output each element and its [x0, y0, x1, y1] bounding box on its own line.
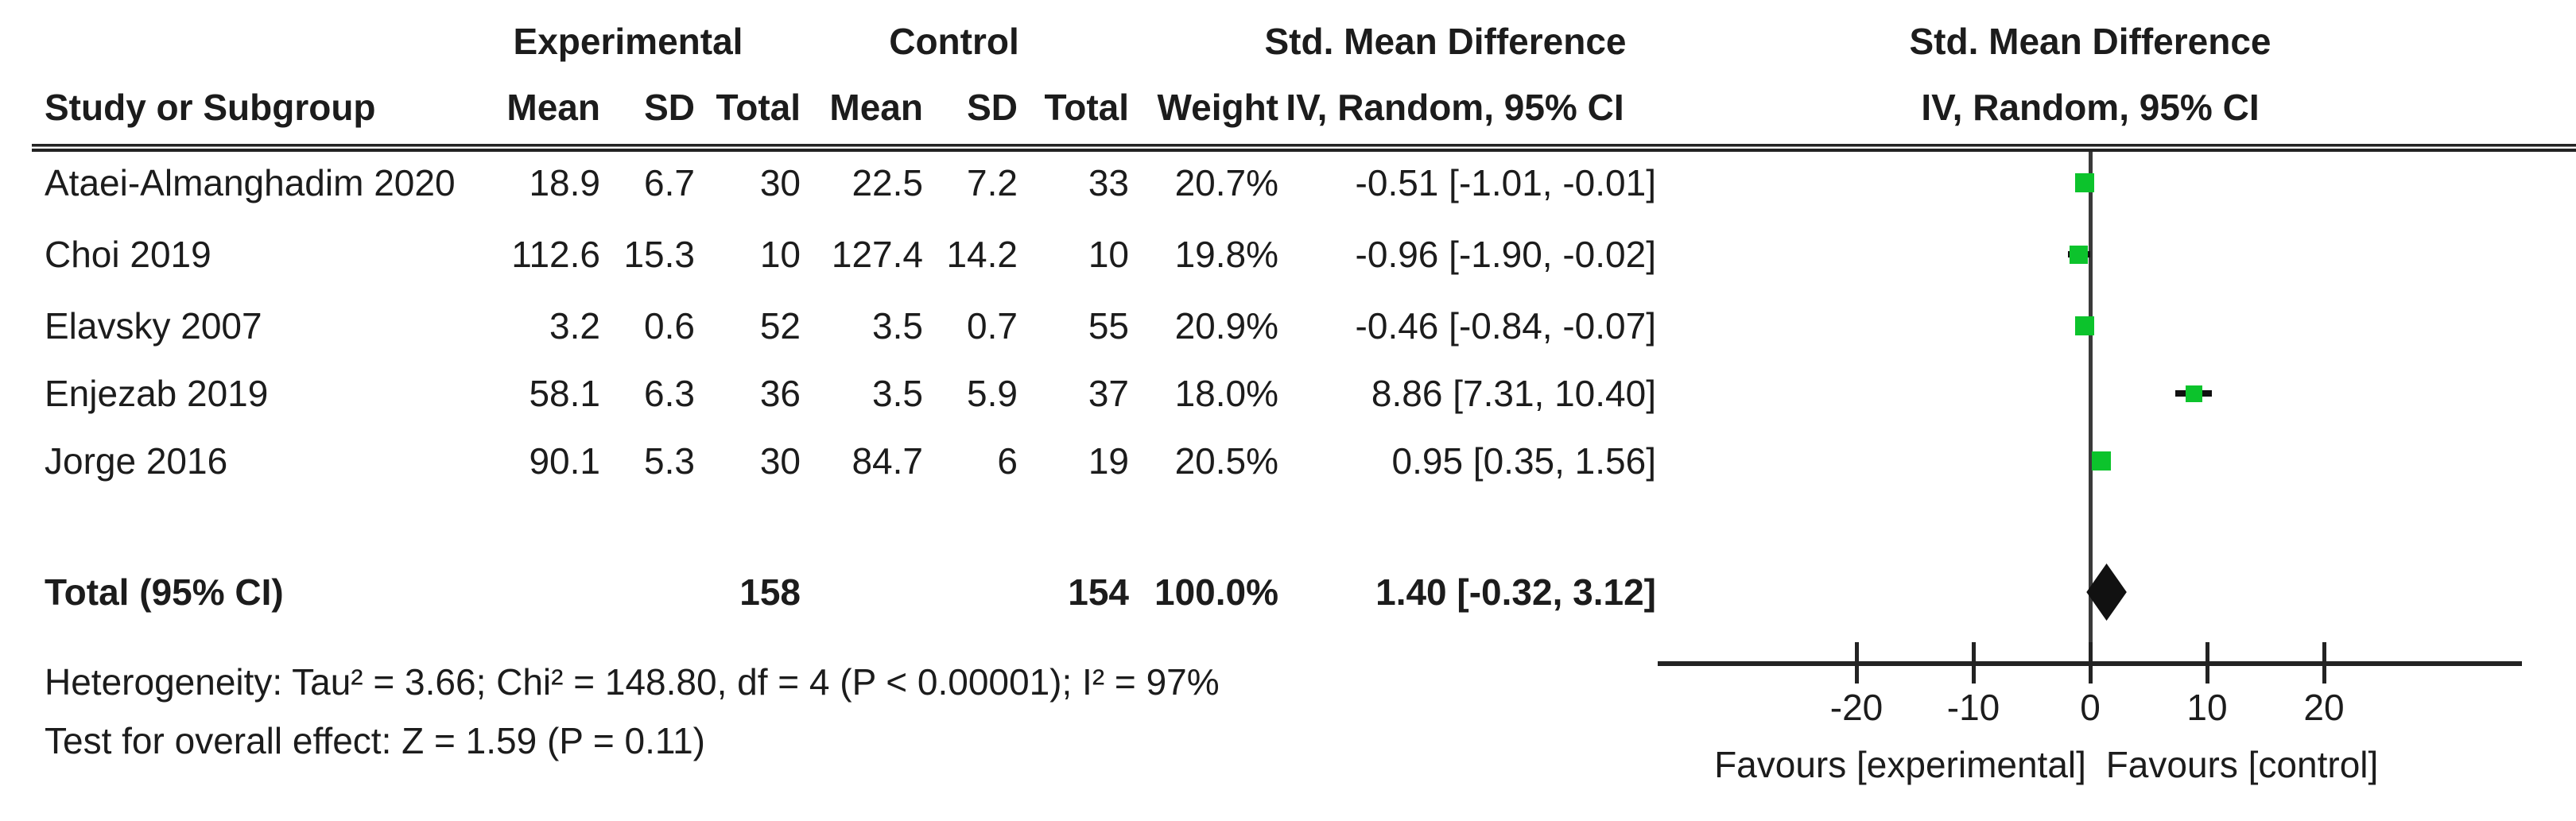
axis-tick-label: -10	[1946, 687, 2000, 728]
effect-square	[2185, 385, 2202, 402]
axis-tick-label: -20	[1829, 687, 1884, 728]
column-header-ctrl-sd: SD	[967, 87, 1018, 128]
exp-total-cell: 10	[759, 234, 801, 275]
weight-cell: 20.9%	[1174, 305, 1278, 347]
ctrl-total-cell: 10	[1088, 234, 1129, 275]
axis-tick	[2322, 642, 2326, 684]
exp-mean-cell: 58.1	[529, 373, 600, 414]
study-label: Ataei-Almanghadim 2020	[45, 162, 456, 203]
plot-header-smd: Std. Mean Difference	[1909, 21, 2271, 62]
header-rule	[32, 144, 2576, 152]
column-header-ctrl-total: Total	[1044, 87, 1129, 128]
heterogeneity-text: Heterogeneity: Tau² = 3.66; Chi² = 148.8…	[45, 661, 1220, 703]
smd-ci-cell: 8.86 [7.31, 10.40]	[1371, 373, 1656, 414]
study-label: Choi 2019	[45, 234, 211, 275]
plot-header-iv-ci: IV, Random, 95% CI	[1921, 87, 2260, 128]
ctrl-sd-cell: 7.2	[967, 162, 1018, 203]
group-header-control: Control	[889, 21, 1019, 62]
ctrl-mean-cell: 3.5	[872, 373, 923, 414]
axis-tick-label: 0	[2080, 687, 2101, 728]
effect-square	[2074, 173, 2094, 192]
ctrl-total-cell: 33	[1088, 162, 1129, 203]
favours-experimental-label: Favours [experimental]	[1714, 744, 2086, 785]
exp-mean-cell: 112.6	[511, 234, 600, 275]
ctrl-sd-cell: 5.9	[967, 373, 1018, 414]
total-smd-ci: 1.40 [-0.32, 3.12]	[1375, 571, 1656, 613]
column-header-weight: Weight	[1157, 87, 1278, 128]
smd-ci-cell: -0.46 [-0.84, -0.07]	[1355, 305, 1656, 347]
ctrl-total-cell: 55	[1088, 305, 1129, 347]
study-label: Enjezab 2019	[45, 373, 269, 414]
axis-tick	[1972, 642, 1976, 684]
ctrl-total-cell: 37	[1088, 373, 1129, 414]
column-header-iv-ci: IV, Random, 95% CI	[1286, 87, 1624, 128]
exp-sd-cell: 6.3	[644, 373, 695, 414]
ctrl-total-cell: 19	[1088, 440, 1129, 482]
exp-total-cell: 30	[759, 440, 801, 482]
total-exp-total: 158	[739, 571, 801, 613]
group-header-experimental: Experimental	[513, 21, 743, 62]
exp-mean-cell: 3.2	[549, 305, 600, 347]
zero-effect-line	[2089, 152, 2093, 664]
weight-cell: 19.8%	[1174, 234, 1278, 275]
favours-control-label: Favours [control]	[2105, 744, 2379, 785]
ctrl-mean-cell: 127.4	[831, 234, 923, 275]
axis-tick	[2089, 642, 2093, 684]
exp-sd-cell: 6.7	[644, 162, 695, 203]
ctrl-sd-cell: 14.2	[946, 234, 1018, 275]
effect-square	[2070, 245, 2089, 264]
ctrl-sd-cell: 0.7	[967, 305, 1018, 347]
total-weight: 100.0%	[1154, 571, 1278, 613]
ctrl-sd-cell: 6	[997, 440, 1018, 482]
study-label: Jorge 2016	[45, 440, 228, 482]
smd-ci-cell: 0.95 [0.35, 1.56]	[1391, 440, 1657, 482]
column-header-exp-mean: Mean	[506, 87, 600, 128]
axis-tick-label: 10	[2186, 687, 2228, 728]
effect-square	[2091, 451, 2111, 471]
weight-cell: 18.0%	[1174, 373, 1278, 414]
study-label: Elavsky 2007	[45, 305, 262, 347]
exp-mean-cell: 90.1	[529, 440, 600, 482]
weight-cell: 20.7%	[1174, 162, 1278, 203]
exp-total-cell: 30	[759, 162, 801, 203]
ctrl-mean-cell: 22.5	[852, 162, 923, 203]
column-header-smd-text: Std. Mean Difference	[1264, 21, 1627, 62]
weight-cell: 20.5%	[1174, 440, 1278, 482]
overall-effect-text: Test for overall effect: Z = 1.59 (P = 0…	[45, 720, 705, 761]
smd-ci-cell: -0.96 [-1.90, -0.02]	[1355, 234, 1656, 275]
total-ctrl-total: 154	[1068, 571, 1129, 613]
exp-sd-cell: 0.6	[644, 305, 695, 347]
exp-mean-cell: 18.9	[529, 162, 600, 203]
ctrl-mean-cell: 3.5	[872, 305, 923, 347]
axis-tick	[2206, 642, 2209, 684]
axis-tick-label: 20	[2303, 687, 2345, 728]
effect-square	[2075, 316, 2095, 335]
smd-ci-cell: -0.51 [-1.01, -0.01]	[1355, 162, 1656, 203]
column-header-exp-sd: SD	[644, 87, 695, 128]
column-header-ctrl-mean: Mean	[829, 87, 923, 128]
exp-sd-cell: 5.3	[644, 440, 695, 482]
exp-total-cell: 52	[759, 305, 801, 347]
column-header-study: Study or Subgroup	[45, 87, 376, 128]
exp-sd-cell: 15.3	[623, 234, 695, 275]
column-header-exp-total: Total	[716, 87, 801, 128]
total-label: Total (95% CI)	[45, 571, 284, 613]
ctrl-mean-cell: 84.7	[852, 440, 923, 482]
exp-total-cell: 36	[759, 373, 801, 414]
axis-tick	[1855, 642, 1859, 684]
